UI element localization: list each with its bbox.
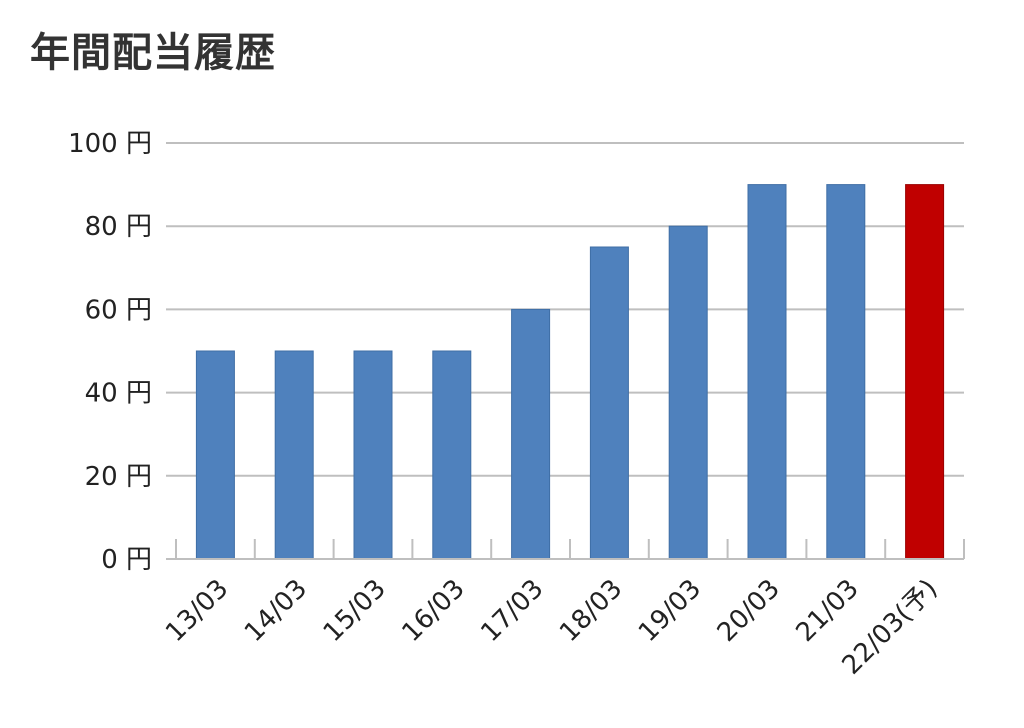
- bar-16/03: [432, 350, 472, 560]
- bar-18/03: [589, 246, 629, 560]
- x-tick-label: 21/03: [791, 574, 865, 648]
- bar-21/03: [826, 184, 866, 560]
- x-tick-label: 16/03: [397, 574, 471, 648]
- page-title: 年間配当履歴: [30, 30, 276, 76]
- x-tick-label: 19/03: [633, 574, 707, 648]
- bars: [195, 184, 945, 560]
- y-tick-label: 80 円: [85, 212, 152, 242]
- bar-19/03: [668, 225, 708, 560]
- y-tick-label: 100 円: [68, 129, 152, 159]
- y-tick-label: 20 円: [85, 462, 152, 492]
- x-tick-label: 13/03: [160, 574, 234, 648]
- x-tick-label: 14/03: [239, 574, 313, 648]
- bar-15/03: [353, 350, 393, 560]
- y-tick-label: 60 円: [85, 295, 152, 325]
- x-tick-label: 18/03: [554, 574, 628, 648]
- bar-17/03: [511, 308, 551, 560]
- x-tick-label: 20/03: [712, 574, 786, 648]
- x-tick-labels: 13/03 14/03 15/03 16/03 17/03 18/03 19/03 20/03…: [160, 574, 943, 681]
- x-axis: [166, 539, 965, 560]
- y-tick-label: 40 円: [85, 379, 152, 409]
- x-tick-label: 17/03: [475, 574, 549, 648]
- bar-20/03: [747, 184, 787, 560]
- x-tick-label: 15/03: [318, 574, 392, 648]
- y-tick-labels: 0 円 20 円 40 円 60 円 80 円 100 円: [68, 129, 152, 575]
- y-tick-label: 0 円: [101, 545, 152, 575]
- bar-14/03: [274, 350, 314, 560]
- bar-13/03: [195, 350, 235, 560]
- bar-22/03(予): [905, 184, 945, 560]
